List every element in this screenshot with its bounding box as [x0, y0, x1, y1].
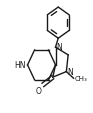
Text: N: N [67, 67, 73, 76]
Text: N: N [57, 43, 62, 52]
Text: HN: HN [15, 61, 26, 70]
Text: O: O [36, 86, 42, 95]
Text: CH₃: CH₃ [74, 76, 87, 81]
